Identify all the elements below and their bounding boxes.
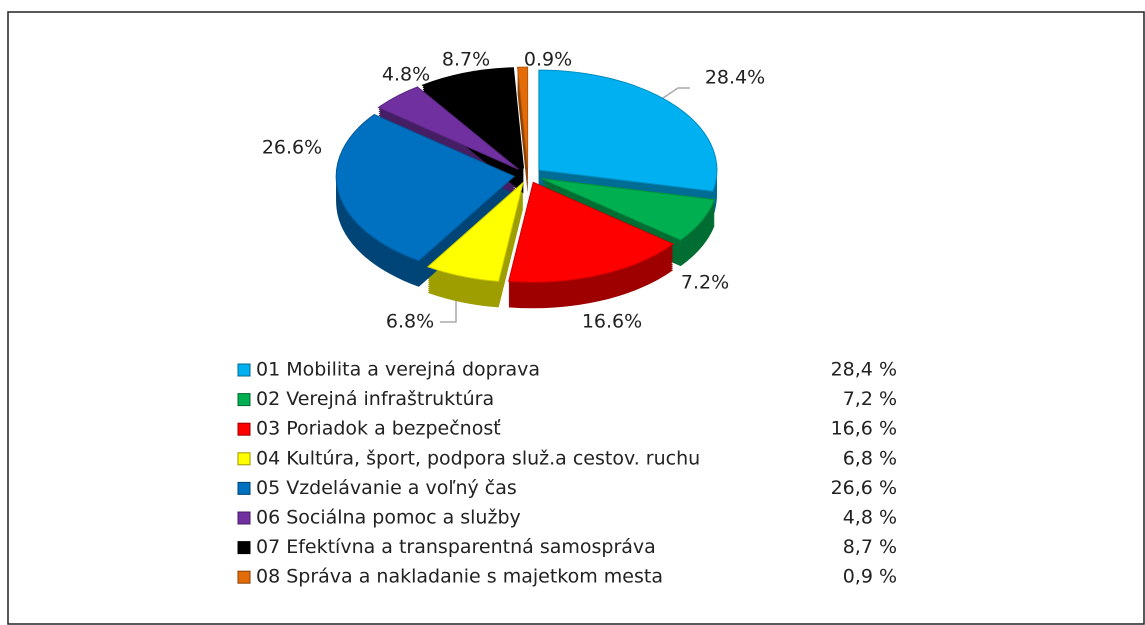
legend-value: 26,6 % bbox=[831, 477, 897, 499]
slice bbox=[540, 177, 716, 241]
slice-label: 6.8% bbox=[386, 311, 434, 333]
slice-label: 8.7% bbox=[442, 49, 490, 71]
legend-label: 04 Kultúra, šport, podpora služ.a cestov… bbox=[256, 447, 700, 469]
legend-swatch bbox=[237, 541, 251, 555]
legend-value: 16,6 % bbox=[831, 418, 897, 440]
slice bbox=[421, 67, 525, 169]
slice bbox=[538, 69, 718, 192]
slice bbox=[508, 181, 675, 283]
leader-line bbox=[659, 87, 690, 101]
legend-label: 07 Efektívna a transparentná samospráva bbox=[256, 536, 656, 558]
legend-value: 4,8 % bbox=[843, 507, 897, 529]
legend-label: 03 Poriadok a bezpečnosť bbox=[256, 418, 501, 440]
legend-swatch bbox=[237, 393, 251, 407]
slice-label: 16.6% bbox=[582, 311, 642, 333]
legend-swatch bbox=[237, 570, 251, 584]
legend-label: 01 Mobilita a verejná doprava bbox=[256, 359, 540, 381]
legend-value: 6,8 % bbox=[843, 447, 897, 469]
slice-label: 7.2% bbox=[681, 272, 729, 294]
legend-value: 0,9 % bbox=[843, 566, 897, 588]
legend-value: 7,2 % bbox=[843, 388, 897, 410]
slice-label: 4.8% bbox=[382, 64, 430, 86]
leader-line bbox=[440, 292, 457, 323]
legend-swatch bbox=[237, 363, 251, 377]
legend-label: 02 Verejná infraštruktúra bbox=[256, 388, 494, 410]
legend-swatch bbox=[237, 422, 251, 436]
legend-swatch bbox=[237, 511, 251, 525]
slice bbox=[516, 66, 529, 168]
slice-label: 26.6% bbox=[262, 137, 322, 159]
legend-label: 06 Sociálna pomoc a služby bbox=[256, 507, 521, 529]
legend-swatch bbox=[237, 481, 251, 495]
slice bbox=[377, 86, 519, 170]
slice-label: 0.9% bbox=[524, 49, 572, 71]
slice-label: 28.4% bbox=[705, 67, 765, 89]
legend-label: 08 Správa a nakladanie s majetkom mesta bbox=[256, 566, 663, 588]
legend-label: 05 Vzdelávanie a voľný čas bbox=[256, 477, 517, 499]
legend-value: 28,4 % bbox=[831, 359, 897, 381]
legend-swatch bbox=[237, 452, 251, 466]
legend-value: 8,7 % bbox=[843, 536, 897, 558]
slice bbox=[335, 113, 516, 262]
slice bbox=[426, 180, 525, 282]
